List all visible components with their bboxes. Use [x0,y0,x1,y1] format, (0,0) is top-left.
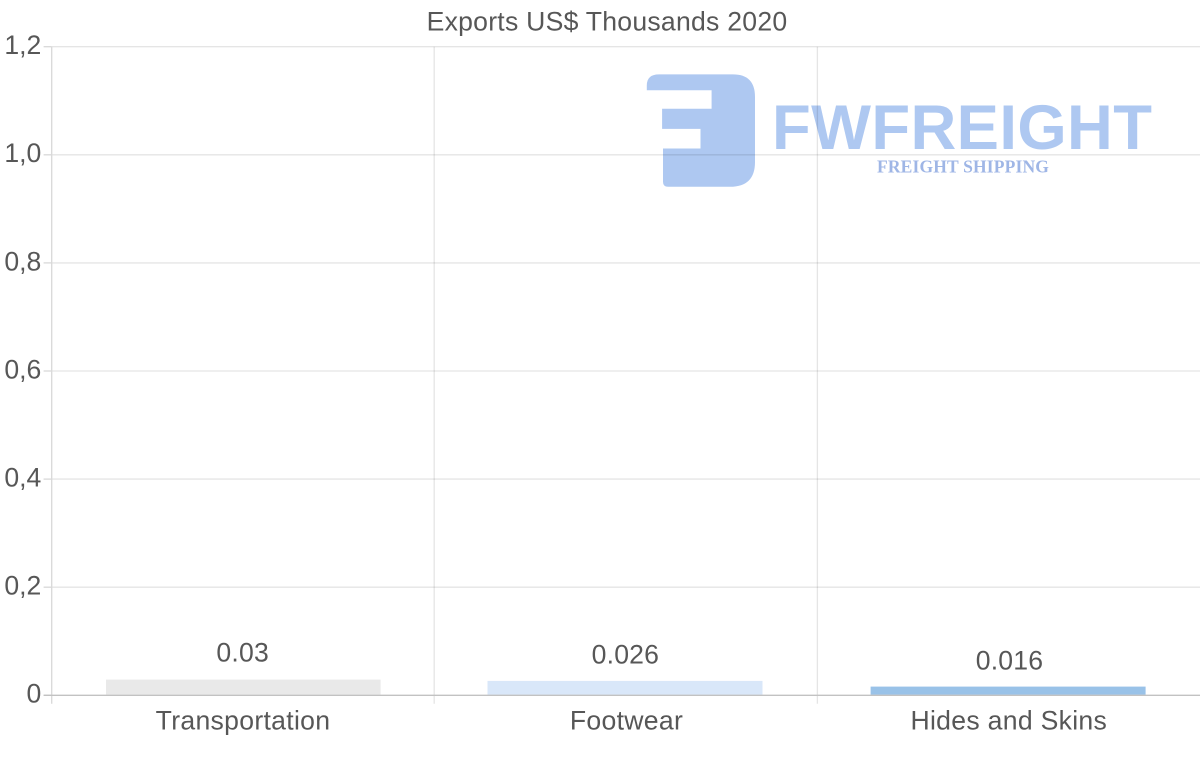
svg-text:0.03: 0.03 [216,638,269,668]
svg-text:Footwear: Footwear [570,706,683,736]
svg-text:0.016: 0.016 [976,645,1044,675]
svg-text:FREIGHT SHIPPING: FREIGHT SHIPPING [877,156,1049,176]
svg-text:Transportation: Transportation [156,706,331,736]
svg-text:0,6: 0,6 [4,354,41,384]
svg-text:0: 0 [27,679,42,709]
svg-text:Hides and Skins: Hides and Skins [910,706,1107,736]
svg-text:FWFREIGHT: FWFREIGHT [772,93,1152,163]
svg-text:0,8: 0,8 [4,246,41,276]
svg-text:1,0: 1,0 [4,138,41,168]
svg-text:1,2: 1,2 [4,30,41,60]
svg-text:0,2: 0,2 [4,571,41,601]
svg-text:0,4: 0,4 [4,463,41,493]
svg-text:Exports US$ Thousands 2020: Exports US$ Thousands 2020 [427,7,788,37]
svg-text:0.026: 0.026 [592,639,660,669]
